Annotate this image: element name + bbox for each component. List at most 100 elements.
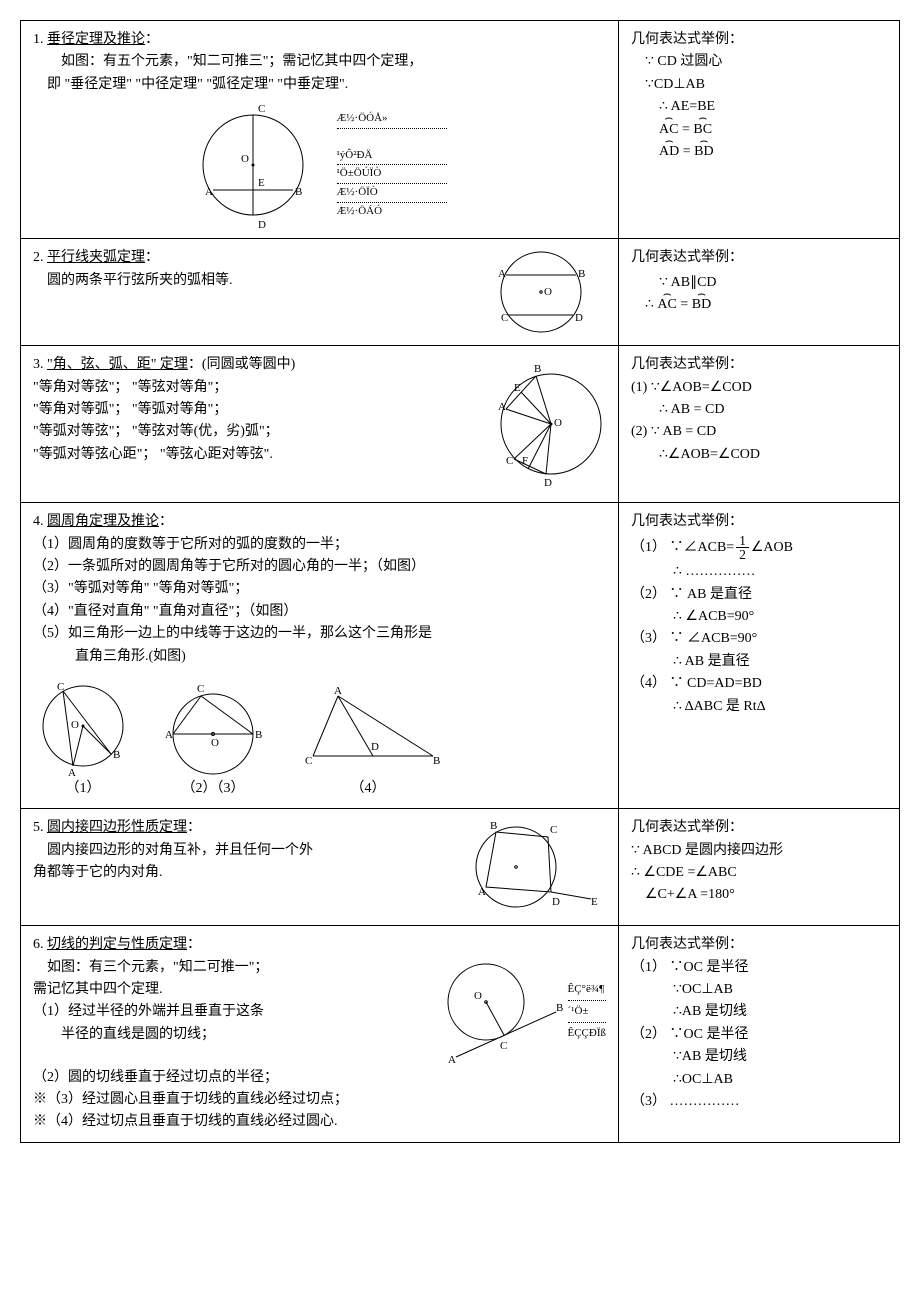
svg-text:B: B [113,749,120,761]
sec1-arc1: AC = BC [659,119,887,141]
sec3-l1: "等角对等弦"； "等弦对等角"； [33,377,474,399]
svg-text:A: A [478,886,486,898]
sec4-fig2: A B C O [153,676,273,776]
svg-text:B: B [295,186,302,198]
sec4-b5: （5）如三角形一边上的中线等于这边的一半，那么这个三角形是 [33,623,606,645]
sec6-i2: （2） ∵OC 是半径 [631,1024,887,1046]
sec4-fl2: （2）（3） [182,778,245,800]
svg-text:A: A [498,268,506,280]
sec3-i2: (2) ∵ AB = CD [631,421,887,443]
sec2-right-title: 几何表达式举例： [631,247,887,269]
sec6-i1b: ∵OC⊥AB [673,979,887,1001]
svg-text:B: B [534,363,541,375]
sec6-num: 6. [33,937,44,952]
sec4-b1: （1）圆周角的度数等于它所对的弧的度数的一半； [33,534,606,556]
sec4-right-title: 几何表达式举例： [631,511,887,533]
section-4-left: 4. 圆周角定理及推论： （1）圆周角的度数等于它所对的弧的度数的一半； （2）… [21,503,619,808]
sec5-num: 5. [33,820,44,835]
sec3-i1b: ∴ AB = CD [659,399,887,421]
svg-text:F: F [522,455,528,467]
sec6-figure: O C A B [426,957,566,1067]
sec3-l2: "等角对等弧"； "等弧对等角"； [33,399,474,421]
svg-text:A: A [205,186,213,198]
sec1-line2: 即 "垂径定理" "中径定理" "弧径定理" "中垂定理". [47,74,606,96]
sec6-title: 切线的判定与性质定理 [47,937,187,952]
section-6-right: 几何表达式举例： （1） ∵OC 是半径 ∵OC⊥AB ∴AB 是切线 （2） … [619,926,899,1142]
sec6-l4: 半径的直线是圆的切线； [61,1024,414,1046]
sec4-b4: （4）"直径对直角" "直角对直径"；（如图） [33,601,606,623]
section-2: 2. 平行线夹弧定理： 圆的两条平行弦所夹的弧相等. A B C D O 几何表… [21,239,899,346]
sec5-r2: ∴ ∠CDE =∠ABC [631,862,887,884]
svg-text:A: A [334,686,342,697]
sec1-annot2: ¹ýÔ²ÐÄ [337,149,373,161]
sec6-a2: ´¹Ö± [568,1005,589,1017]
sec6-i2b: ∵AB 是切线 [673,1046,887,1068]
sec3-l3: "等弧对等弦"； "等弦对等(优，劣)弧"； [33,421,474,443]
section-4-right: 几何表达式举例： （1） ∵∠ACB=12∠AOB ∴ …………… （2） ∵ … [619,503,899,808]
svg-text:B: B [433,755,440,767]
sec6-a1: ÊÇ°ë¾¶ [568,983,605,995]
section-3: 3. "角、弦、弧、距" 定理：(同圆或等圆中) "等角对等弦"； "等弦对等角… [21,346,899,503]
svg-text:A: A [68,767,76,776]
sec1-num: 1. [33,32,44,47]
sec6-right-title: 几何表达式举例： [631,934,887,956]
sec6-l2: 需记忆其中四个定理. [33,979,414,1001]
sec1-right-title: 几何表达式举例： [631,29,887,51]
sec6-l1: 如图：有三个元素，"知二可推一"； [47,957,414,979]
sec5-right-title: 几何表达式举例： [631,817,887,839]
sec3-l4: "等弧对等弦心距"； "等弦心距对等弦". [33,444,474,466]
sec6-l6: ※（3）经过圆心且垂直于切线的直线必经过切点； [33,1089,606,1111]
section-3-left: 3. "角、弦、弧、距" 定理：(同圆或等圆中) "等角对等弦"； "等弦对等角… [21,346,619,502]
sec4-fig3: A C B D [293,686,443,776]
sec6-i1: （1） ∵OC 是半径 [631,957,887,979]
sec4-fl1: （1） [66,778,101,800]
svg-text:O: O [241,153,249,165]
sec6-i1c: ∴AB 是切线 [673,1001,887,1023]
sec4-r3b: ∴ AB 是直径 [673,651,887,673]
svg-text:O: O [474,990,482,1002]
sec6-l5: （2）圆的切线垂直于经过切点的半径； [33,1067,606,1089]
sec4-num: 4. [33,514,44,529]
section-4: 4. 圆周角定理及推论： （1）圆周角的度数等于它所对的弧的度数的一半； （2）… [21,503,899,809]
sec6-i2c: ∴OC⊥AB [673,1069,887,1091]
sec1-annot1: Æ½·ÖÓÅ» [337,112,388,124]
sec1-r1: ∵ CD 过圆心 [645,51,887,73]
sec5-title: 圆内接四边形性质定理 [47,820,187,835]
sec1-r3: ∴ AE=BE [659,96,887,118]
sec3-figure: O A B E C D F [486,354,606,494]
section-1-right: 几何表达式举例： ∵ CD 过圆心 ∵CD⊥AB ∴ AE=BE AC = BC… [619,21,899,238]
svg-text:E: E [591,896,598,908]
svg-text:A: A [448,1054,456,1066]
document-table: 1. 垂径定理及推论： 如图：有五个元素，"知二可推三"；需记忆其中四个定理， … [20,20,900,1143]
svg-text:E: E [514,382,521,394]
sec2-num: 2. [33,250,44,265]
svg-text:C: C [57,681,64,693]
sec2-line1: 圆的两条平行弦所夹的弧相等. [47,270,456,292]
sec6-l3: （1）经过半径的外端并且垂直于这条 [33,1001,414,1023]
section-5: 5. 圆内接四边形性质定理： 圆内接四边形的对角互补，并且任何一个外 角都等于它… [21,809,899,926]
section-1-left: 1. 垂径定理及推论： 如图：有五个元素，"知二可推三"；需记忆其中四个定理， … [21,21,619,238]
sec6-a3: ÊÇÇÐÏß [568,1027,607,1039]
svg-text:O: O [544,286,552,298]
svg-text:B: B [578,268,585,280]
sec6-i3: （3） …………… [631,1091,887,1113]
sec3-i2b: ∴∠AOB=∠COD [659,444,887,466]
svg-text:B: B [255,729,262,741]
sec2-figure: A B C D O [476,247,606,337]
sec2-title: 平行线夹弧定理 [47,250,145,265]
sec2-r1: ∵ AB∥CD [659,270,887,294]
sec4-r4: （4） ∵ CD=AD=BD [631,673,887,695]
sec4-r1tail: ∴ …………… [673,561,887,583]
section-1: 1. 垂径定理及推论： 如图：有五个元素，"知二可推三"；需记忆其中四个定理， … [21,21,899,239]
sec3-right-title: 几何表达式举例： [631,354,887,376]
svg-text:D: D [371,741,379,753]
sec4-b3: （3）"等弧对等角" "等角对等弧"； [33,578,606,600]
sec5-l2: 角都等于它的内对角. [33,862,440,884]
svg-text:C: C [550,824,557,836]
svg-text:C: C [258,103,265,115]
svg-text:B: B [490,820,497,832]
svg-text:A: A [498,401,506,413]
sec4-r2: （2） ∵ AB 是直径 [631,584,887,606]
sec4-r3: （3） ∵ ∠ACB=90° [631,628,887,650]
svg-text:O: O [211,737,219,749]
